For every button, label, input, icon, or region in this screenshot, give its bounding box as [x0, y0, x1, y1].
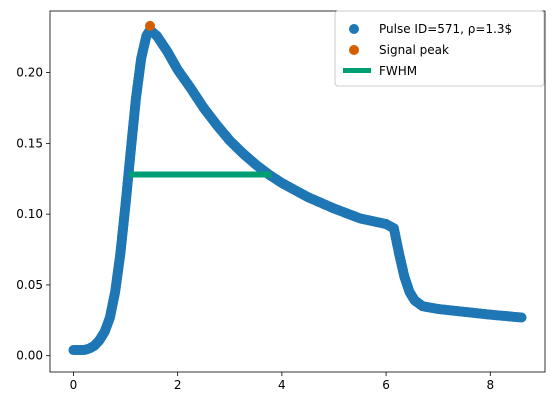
x-tick-label: 8 — [486, 378, 494, 392]
legend-frame — [334, 10, 545, 87]
x-tick-label: 2 — [174, 378, 182, 392]
y-axis-ticks: 0.00 0.05 0.10 0.15 0.20 — [16, 66, 50, 363]
x-tick-label: 4 — [278, 378, 286, 392]
legend-marker-signal-peak — [349, 45, 359, 55]
y-tick-label: 0.20 — [16, 66, 43, 80]
legend-label-pulse: Pulse ID=571, ρ=1.3$ — [379, 22, 512, 36]
x-tick-label: 6 — [382, 378, 390, 392]
legend: Pulse ID=571, ρ=1.3$ Signal peak FWHM — [334, 10, 545, 87]
x-tick-label: 0 — [70, 378, 78, 392]
y-tick-label: 0.15 — [16, 136, 43, 150]
axes — [49, 10, 546, 373]
pulse-series — [68, 25, 527, 356]
x-axis-ticks: 0 2 4 6 8 — [70, 372, 494, 392]
legend-label-fwhm: FWHM — [379, 64, 417, 78]
plot-area — [68, 20, 527, 356]
legend-label-signal-peak: Signal peak — [379, 43, 449, 57]
axes-frame — [49, 10, 546, 373]
y-tick-label: 0.00 — [16, 349, 43, 363]
legend-marker-pulse — [349, 24, 359, 34]
legend-marker-fwhm — [343, 68, 371, 73]
y-tick-label: 0.05 — [16, 278, 43, 292]
y-tick-label: 0.10 — [16, 207, 43, 221]
signal-peak-marker — [145, 20, 156, 31]
pulse-point — [516, 312, 527, 323]
